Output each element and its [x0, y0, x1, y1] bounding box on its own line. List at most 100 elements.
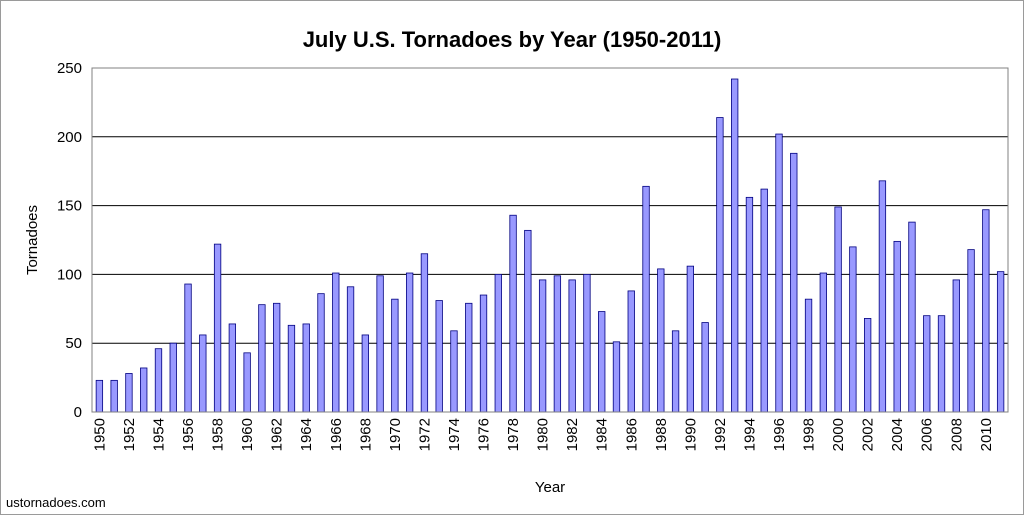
bar-1950 — [95, 379, 104, 413]
y-tick-label: 50 — [65, 335, 82, 352]
x-tick-label: 1998 — [801, 418, 818, 451]
bar-1991 — [701, 322, 709, 413]
x-tick-label: 1996 — [771, 418, 788, 451]
x-tick-label: 1952 — [121, 418, 138, 451]
plot-area-border — [91, 67, 1009, 413]
bar-1982 — [568, 279, 576, 413]
x-tick-label: 1980 — [535, 418, 552, 451]
bar-1966 — [332, 272, 340, 413]
bar-1989 — [671, 330, 680, 413]
bars — [91, 68, 1008, 413]
bar-1995 — [760, 188, 768, 413]
bar-2006 — [923, 315, 931, 413]
bar-1956 — [184, 283, 192, 413]
y-tick-label: 250 — [57, 60, 82, 77]
x-tick-label: 2006 — [919, 418, 936, 451]
bar-1983 — [583, 273, 591, 413]
chart-title: July U.S. Tornadoes by Year (1950-2011) — [303, 27, 722, 52]
bar-1970 — [391, 298, 399, 413]
bar-1981 — [553, 275, 562, 413]
bar-1976 — [479, 294, 488, 413]
bar-1999 — [819, 272, 827, 413]
bar-1953 — [140, 367, 148, 413]
y-axis-title: Tornadoes — [24, 205, 41, 275]
bar-1958 — [213, 243, 222, 413]
bar-2000 — [834, 206, 842, 413]
x-tick-label: 1960 — [239, 418, 256, 451]
x-tick-label: 1986 — [623, 418, 640, 451]
bar-2011 — [996, 271, 1005, 413]
x-tick-label: 1956 — [180, 418, 197, 451]
bar-1967 — [346, 286, 355, 413]
bar-1978 — [509, 214, 517, 413]
bar-1962 — [273, 302, 281, 413]
x-tick-label: 1962 — [269, 418, 286, 451]
source-credit: ustornadoes.com — [6, 495, 106, 510]
bar-1965 — [317, 293, 325, 413]
bar-2001 — [849, 246, 857, 413]
bar-1979 — [524, 229, 532, 413]
bar-1960 — [243, 352, 251, 413]
bar-1977 — [494, 273, 502, 413]
bar-2007 — [937, 315, 946, 413]
x-tick-label: 2000 — [830, 418, 847, 451]
y-tick-label: 0 — [74, 404, 82, 421]
gridlines — [92, 67, 1008, 344]
bar-1969 — [376, 275, 384, 413]
bar-1985 — [612, 341, 621, 413]
x-tick-label: 1976 — [476, 418, 493, 451]
x-tick-label: 1992 — [712, 418, 729, 451]
bar-1952 — [125, 373, 133, 413]
x-tick-label: 1978 — [505, 418, 522, 451]
bar-1974 — [450, 330, 458, 413]
bar-1954 — [154, 348, 163, 413]
bar-1972 — [420, 253, 429, 413]
y-tick-label: 200 — [57, 129, 82, 146]
bar-1997 — [790, 152, 798, 413]
bar-1996 — [775, 133, 783, 413]
x-tick-label: 1974 — [446, 418, 463, 451]
bar-1992 — [716, 117, 724, 413]
bar-1980 — [538, 279, 547, 413]
x-tick-label: 2008 — [948, 418, 965, 451]
bar-1959 — [228, 323, 237, 413]
x-tick-label: 1988 — [653, 418, 670, 451]
bar-2010 — [982, 209, 990, 413]
x-tick-label: 1982 — [564, 418, 581, 451]
x-tick-label: 2010 — [978, 418, 995, 451]
bar-1994 — [745, 196, 754, 413]
x-tick-label: 1966 — [328, 418, 345, 451]
bar-1971 — [405, 272, 414, 413]
bar-2003 — [878, 180, 887, 413]
x-tick-label: 1972 — [416, 418, 433, 451]
x-axis-title: Year — [535, 479, 565, 496]
bar-2002 — [863, 318, 872, 413]
bar-2004 — [893, 240, 901, 413]
x-tick-label: 1984 — [594, 418, 611, 451]
bar-2008 — [952, 279, 960, 413]
x-tick-label: 2004 — [889, 418, 906, 451]
y-tick-label: 100 — [57, 266, 82, 283]
x-tick-label: 1968 — [357, 418, 374, 451]
x-tick-label: 1990 — [682, 418, 699, 451]
bar-1998 — [804, 298, 813, 413]
x-tick-label: 1970 — [387, 418, 404, 451]
x-tick-label: 1950 — [91, 418, 108, 451]
x-axis-tick-labels: 1950 1952 1954 1956 1958 1960 1962 1964 1966 1968… — [91, 418, 994, 451]
bar-1986 — [627, 290, 635, 413]
x-tick-label: 1958 — [210, 418, 227, 451]
bar-1973 — [435, 300, 443, 413]
x-tick-label: 2002 — [860, 418, 877, 451]
x-tick-label: 1964 — [298, 418, 315, 451]
y-tick-label: 150 — [57, 198, 82, 215]
bar-1963 — [287, 324, 296, 413]
bar-1975 — [465, 302, 473, 413]
bar-1951 — [110, 379, 118, 413]
x-tick-label: 1954 — [150, 418, 167, 451]
bar-1988 — [657, 268, 665, 413]
bar-2009 — [967, 249, 975, 413]
bar-1990 — [686, 265, 695, 413]
x-tick-label: 1994 — [741, 418, 758, 451]
bar-1987 — [642, 185, 650, 413]
